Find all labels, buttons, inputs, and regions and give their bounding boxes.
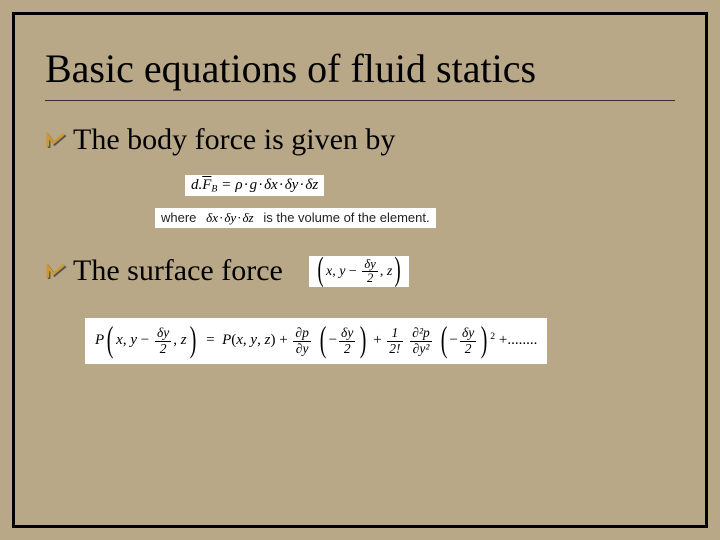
eq-text: −: [329, 333, 337, 349]
eq-text: δy: [155, 326, 171, 341]
eq-text: =: [206, 333, 214, 349]
eq-text: 1: [387, 326, 402, 341]
bullet-body-force: The body force is given by: [45, 123, 675, 157]
eq-text: ·: [278, 177, 285, 193]
eq-text: B: [211, 183, 217, 194]
eq-text: δx: [206, 210, 218, 225]
eq-text: ρ: [235, 177, 242, 193]
eq-text: x: [236, 333, 243, 349]
eq-text: where: [161, 210, 196, 225]
eq-text: δy: [285, 177, 299, 193]
eq-text: y: [250, 333, 257, 349]
equation-surface-coord: (x, y − δy2, z): [309, 256, 410, 287]
eq-text: P: [95, 333, 104, 349]
eq-text: =: [221, 177, 231, 193]
eq-text: δy: [339, 326, 355, 341]
eq-text: P: [222, 333, 231, 349]
eq-text: ∂y²: [410, 342, 431, 356]
equation-where: where δx·δy·δz is the volume of the elem…: [155, 208, 436, 228]
eq-text: ·: [243, 177, 250, 193]
check-bullet-icon: [45, 262, 67, 284]
eq-text: δy: [460, 326, 476, 341]
slide-title: Basic equations of fluid statics: [45, 45, 675, 92]
slide-outer: Basic equations of fluid statics The bod…: [0, 0, 720, 540]
eq-text: +: [279, 333, 287, 349]
bullet-surface-force-row: The surface force (x, y − δy2, z): [45, 254, 675, 288]
eq-text: ∂²p: [410, 326, 431, 341]
eq-text: 2: [155, 342, 171, 356]
equation-body-force: d.FB = ρ·g·δx·δy·δz: [185, 175, 324, 196]
eq-text: d.: [191, 177, 202, 193]
eq-text: z: [181, 333, 187, 349]
bullet-text: The body force is given by: [73, 123, 395, 157]
eq-text: −: [349, 264, 357, 279]
equation-taylor: P(x, y − δy2, z) = P(x, y, z) + ∂p∂y (−δ…: [85, 318, 547, 363]
eq-text: ·: [257, 177, 264, 193]
eq-text: 2: [490, 331, 495, 342]
eq-text: x: [326, 264, 332, 279]
eq-text: δz: [305, 177, 318, 193]
eq-text: δy: [362, 258, 377, 272]
eq-text: 2!: [387, 342, 402, 356]
slide-frame: Basic equations of fluid statics The bod…: [12, 12, 708, 528]
eq-text: ∂p: [293, 326, 310, 341]
eq-text: δx: [264, 177, 278, 193]
eq-text: is the volume of the element.: [263, 210, 429, 225]
eq-text: ∂y: [293, 342, 310, 356]
eq-text: +........: [499, 333, 537, 349]
check-bullet-icon: [45, 131, 67, 153]
title-rule: [45, 100, 675, 101]
bullet-surface-force: The surface force: [45, 254, 283, 288]
eq-text: x: [116, 333, 123, 349]
eq-text: δz: [243, 210, 254, 225]
bullet-text: The surface force: [73, 254, 283, 288]
eq-text: 2: [460, 342, 476, 356]
eq-text: −: [141, 333, 149, 349]
eq-text: g: [250, 177, 258, 193]
eq-text: +: [373, 333, 381, 349]
eq-text: y: [339, 264, 345, 279]
eq-text: y: [130, 333, 137, 349]
eq-text: 2: [339, 342, 355, 356]
eq-text: 2: [362, 272, 377, 285]
eq-text: −: [450, 333, 458, 349]
eq-text: δy: [224, 210, 236, 225]
eq-text: z: [387, 264, 392, 279]
